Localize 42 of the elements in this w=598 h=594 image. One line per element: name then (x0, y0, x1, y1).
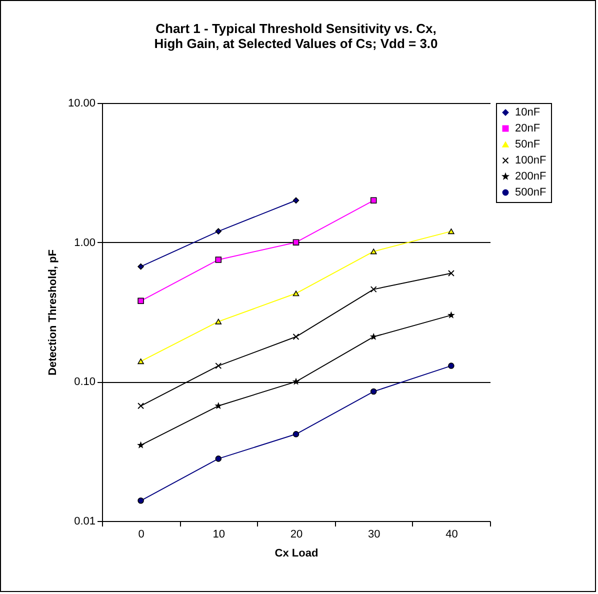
point (448, 362, 454, 369)
y-axis-title: Detection Threshold, pF (46, 249, 59, 376)
point (370, 388, 377, 395)
point (215, 318, 222, 324)
point (292, 431, 300, 438)
x-axis-title: Cx Load (274, 548, 318, 560)
point (138, 402, 144, 410)
legend-label: 100nF (515, 154, 546, 166)
point (292, 197, 300, 204)
x-tick-label: 0 (138, 528, 144, 540)
chart-title: Chart 1 - Typical Threshold Sensitivity vs. Cx, High Gain, at Selected Values of Cs; Vdd = 3.0 (154, 21, 438, 51)
point (370, 248, 377, 254)
legend-label: 10nF (515, 106, 540, 118)
point (138, 263, 144, 270)
point (292, 334, 300, 340)
point (138, 298, 144, 304)
y-tick-label: 0.10 (74, 376, 96, 388)
x-tick-label: 30 (368, 528, 380, 540)
legend-label: 50nF (515, 138, 540, 150)
point (370, 286, 377, 293)
x-tick-label: 20 (290, 528, 303, 540)
point (292, 378, 300, 384)
point (370, 197, 377, 204)
x-tick-label: 40 (446, 528, 458, 540)
point (215, 456, 222, 462)
point (448, 270, 454, 276)
point (138, 498, 144, 504)
point (215, 228, 222, 234)
y-tick-label: 10.00 (68, 98, 96, 110)
point (138, 358, 144, 364)
legend-label: 500nF (515, 186, 546, 198)
point (448, 228, 454, 234)
point (292, 239, 300, 246)
point (215, 256, 222, 263)
legend-label: 200nF (515, 170, 546, 182)
point (292, 290, 300, 296)
y-tick-label: 0.01 (74, 516, 96, 528)
point (215, 402, 222, 409)
y-tick-label: 1.00 (74, 236, 96, 249)
x-tick-label: 10 (212, 528, 226, 540)
legend-label: 20nF (515, 122, 540, 134)
point (215, 362, 222, 370)
